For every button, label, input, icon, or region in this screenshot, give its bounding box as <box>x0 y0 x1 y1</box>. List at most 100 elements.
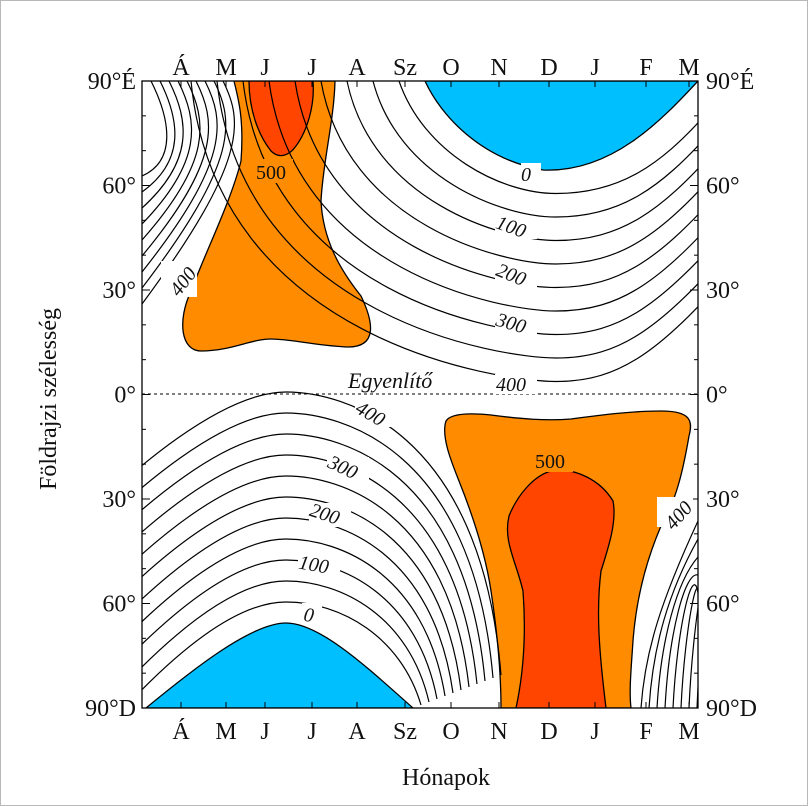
month-label-top: D <box>540 55 557 81</box>
contours-northeast <box>190 81 698 383</box>
label-bg-300-north <box>495 313 537 335</box>
fill-north-polar-night <box>424 81 698 171</box>
month-label-bottom: J <box>590 719 599 745</box>
contour-line-south <box>142 580 430 703</box>
month-label-top: J <box>260 55 269 81</box>
month-label-bottom: Sz <box>393 719 417 745</box>
plot-area <box>142 81 698 708</box>
contour-line-south <box>142 496 462 691</box>
label-bg-0-north <box>521 163 541 183</box>
month-label-top: O <box>442 55 459 81</box>
latitude-label-left: 30° <box>102 278 136 304</box>
fill-north-above-500 <box>182 81 372 352</box>
contour-line-northwest <box>142 81 193 225</box>
contour-line-southeast <box>656 556 698 708</box>
label-bg-100-south <box>298 553 340 577</box>
equator-label: Egyenlítő <box>347 368 433 393</box>
contour-line-south <box>142 454 478 685</box>
month-label-bottom: Á <box>172 719 190 745</box>
contour-line-south <box>142 391 502 676</box>
fill-south-above-550 <box>506 469 615 708</box>
contour-labels: 500 0 100 200 300 400 400 Egyenlítő 400 … <box>161 159 697 627</box>
latitude-label-right: 90°D <box>706 696 757 722</box>
contour-line-southeast <box>664 574 698 708</box>
axis-ticks <box>142 80 698 709</box>
contour-line-northwest <box>142 81 235 305</box>
contour-label-500-north: 500 <box>256 162 286 184</box>
contour-line-south <box>142 433 486 682</box>
latitude-label-right: 60° <box>706 174 740 200</box>
contour-line-northwest <box>142 81 168 177</box>
month-label-top: J <box>590 55 599 81</box>
latitude-label-right: 30° <box>706 487 740 513</box>
label-bg-400-south <box>355 403 397 427</box>
contour-line-south <box>142 538 446 697</box>
latitude-label-left: 0° <box>114 383 136 409</box>
contour-line-southeast <box>680 587 698 708</box>
label-bg-400-southeast <box>657 497 693 527</box>
x-axis-title: Hónapok <box>402 765 490 791</box>
contour-line-south <box>142 475 470 688</box>
contours-south <box>142 391 502 706</box>
contour-line-northwest <box>142 81 201 241</box>
label-bg-equator <box>346 369 454 393</box>
contour-line-northwest <box>142 81 184 209</box>
contour-line-northwest <box>142 81 218 273</box>
label-bg-100-north <box>495 217 537 239</box>
label-bg-0-south <box>302 603 322 625</box>
contour-line-southeast <box>688 603 698 708</box>
month-label-top: M <box>678 55 699 81</box>
latitude-label-left: 60° <box>102 174 136 200</box>
contour-line-northeast <box>216 81 698 359</box>
contour-label-500-south: 500 <box>535 451 565 473</box>
contour-line-northwest <box>142 81 210 257</box>
contour-line-south <box>142 601 422 706</box>
contour-label-400-north: 400 <box>496 374 526 396</box>
latitude-label-right: 90°É <box>706 69 754 95</box>
contour-line-south <box>142 559 438 700</box>
month-label-top: N <box>490 55 507 81</box>
month-label-bottom: A <box>348 719 366 745</box>
contour-line-northeast <box>320 81 698 265</box>
y-axis-title: Földrajzi szélesség <box>36 308 62 490</box>
label-bg-300-south <box>327 457 369 481</box>
contour-line-northeast <box>294 81 698 289</box>
latitude-label-left: 90°É <box>88 69 136 95</box>
contour-label-0-north: 0 <box>521 164 531 186</box>
latitude-label-right: 0° <box>706 383 728 409</box>
label-bg-500-north <box>253 159 293 183</box>
month-label-top: F <box>639 55 652 81</box>
contour-line-south <box>142 517 454 694</box>
contour-label-100-south: 100 <box>297 552 330 579</box>
contour-line-northeast <box>268 81 698 312</box>
month-label-top: Sz <box>393 55 417 81</box>
month-label-top: A <box>348 55 366 81</box>
contour-line-northwest <box>142 81 227 289</box>
month-label-bottom: J <box>307 719 316 745</box>
label-bg-200-north <box>495 265 537 287</box>
month-label-bottom: F <box>639 719 652 745</box>
contour-line-southeast <box>640 520 698 708</box>
contour-line-northeast <box>398 81 698 195</box>
month-label-top: Á <box>172 55 190 81</box>
label-bg-500-south <box>533 448 573 472</box>
label-bg-200-south <box>309 503 351 527</box>
month-label-bottom: M <box>215 719 236 745</box>
contour-line-south <box>142 412 494 679</box>
contour-line-northeast <box>372 81 698 218</box>
contours-southeast <box>640 520 698 708</box>
label-bg-400-northwest <box>161 261 197 297</box>
contours-northwest <box>142 81 235 305</box>
month-label-bottom: D <box>540 719 557 745</box>
latitude-label-left: 60° <box>102 592 136 618</box>
label-bg-400-north <box>495 374 537 394</box>
month-label-bottom: N <box>490 719 507 745</box>
latitude-label-right: 30° <box>706 278 740 304</box>
contour-line-northwest <box>142 81 176 193</box>
contour-line-northeast <box>346 81 698 242</box>
contour-line-southeast <box>648 538 698 708</box>
month-label-top: M <box>215 55 236 81</box>
